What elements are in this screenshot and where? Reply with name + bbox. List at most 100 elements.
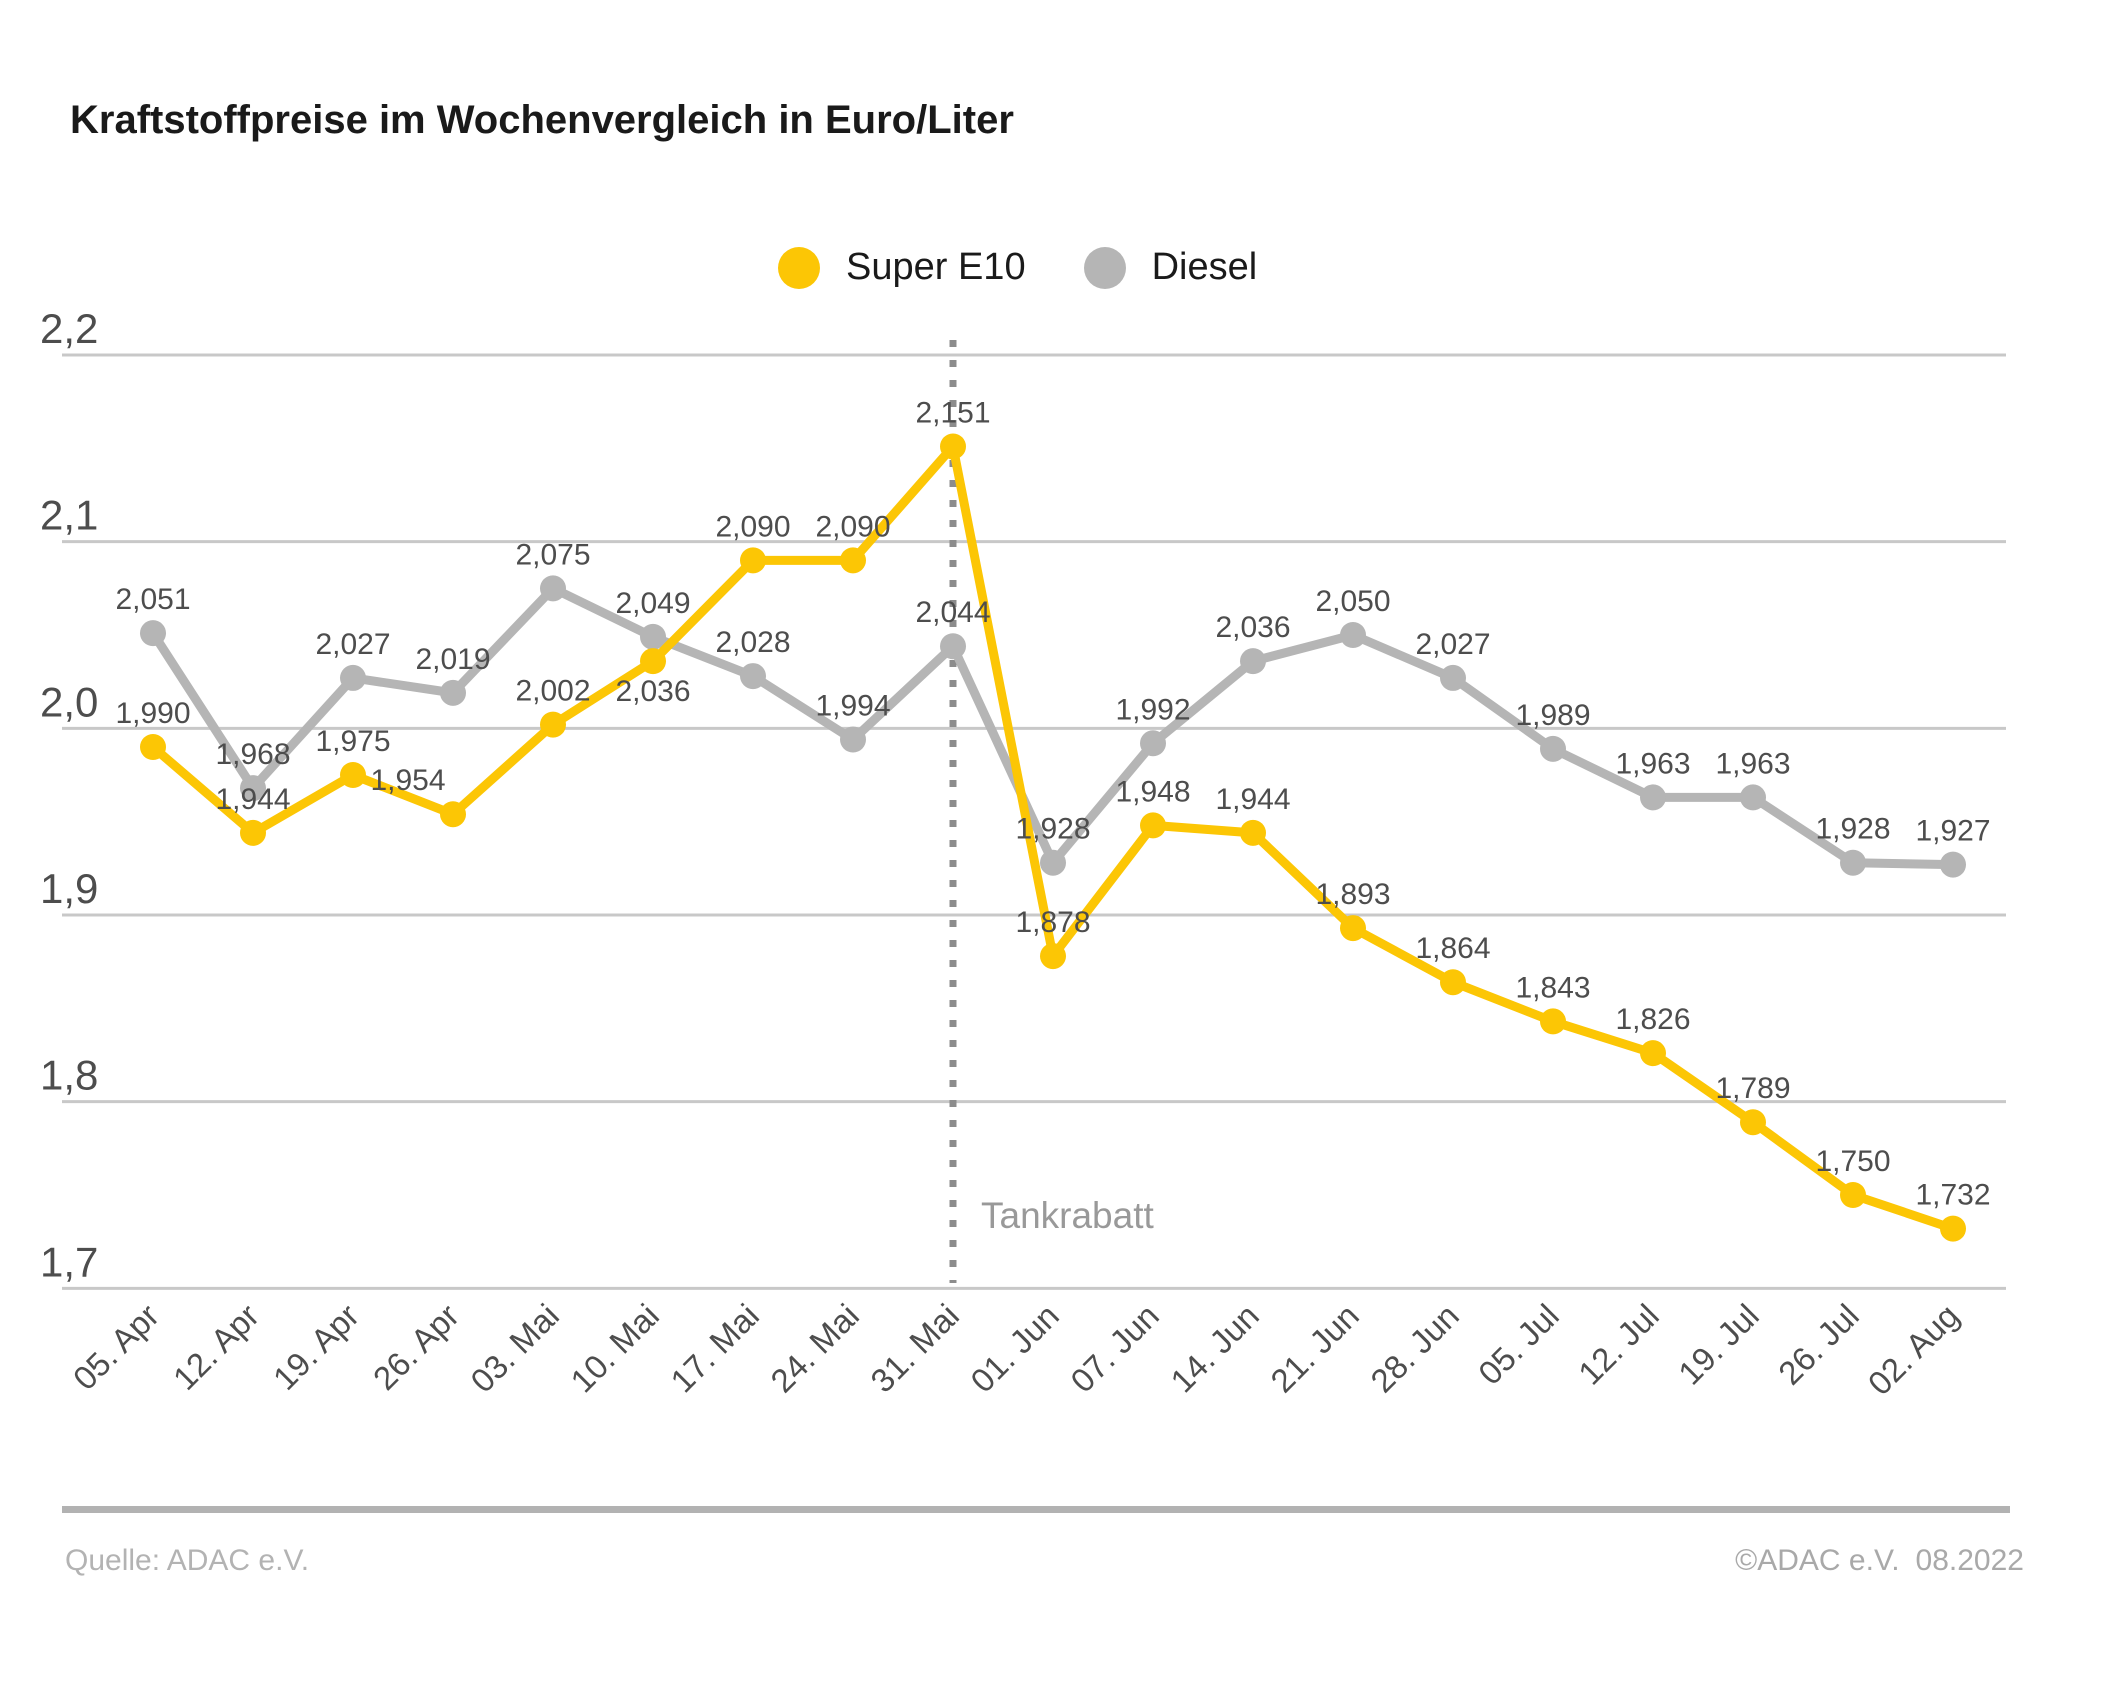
data-point-marker-diesel — [1540, 735, 1566, 762]
diesel-legend-dot — [1083, 246, 1126, 289]
data-point-label-super-e10: 1,750 — [1815, 1145, 1890, 1178]
source-note: Quelle: ADAC e.V. — [65, 1544, 310, 1577]
data-point-marker-diesel — [340, 664, 366, 691]
data-point-label-super-e10: 1,990 — [115, 697, 190, 730]
data-point-marker-diesel — [940, 633, 966, 660]
x-axis-tick-label: 19. Jul — [1671, 1297, 1766, 1392]
data-point-label-super-e10: 1,843 — [1515, 971, 1590, 1004]
x-axis-tick-label: 24. Mai — [763, 1297, 866, 1400]
data-point-label-super-e10: 1,732 — [1915, 1179, 1990, 1212]
data-point-marker-diesel — [440, 679, 466, 706]
x-axis-tick-label: 01. Jun — [963, 1297, 1066, 1400]
data-point-marker-super-e10 — [1440, 969, 1466, 996]
tankrabatt-label: Tankrabatt — [981, 1195, 1154, 1236]
data-point-marker-super-e10 — [1940, 1215, 1966, 1242]
y-axis-tick-label: 2,2 — [40, 305, 98, 352]
data-point-label-diesel: 1,963 — [1615, 747, 1690, 780]
data-point-marker-diesel — [840, 726, 866, 753]
data-point-label-diesel: 1,928 — [1015, 813, 1090, 846]
data-point-marker-super-e10 — [1240, 819, 1266, 846]
chart-title: Kraftstoffpreise im Wochenvergleich in E… — [70, 98, 1014, 142]
data-point-marker-super-e10 — [640, 648, 666, 675]
data-point-marker-diesel — [1040, 849, 1066, 876]
data-point-marker-super-e10 — [1340, 915, 1366, 942]
x-axis-tick-label: 19. Apr — [266, 1297, 366, 1397]
x-axis-tick-label: 31. Mai — [863, 1297, 966, 1400]
data-point-marker-super-e10 — [840, 547, 866, 574]
y-axis-tick-label: 2,0 — [40, 678, 98, 725]
x-axis-tick-label: 28. Jun — [1363, 1297, 1466, 1400]
data-point-label-super-e10: 1,826 — [1615, 1003, 1690, 1036]
data-point-label-diesel: 1,992 — [1115, 693, 1190, 726]
data-point-label-diesel: 2,044 — [915, 596, 990, 629]
footer-divider — [62, 1506, 2010, 1513]
data-point-label-diesel: 1,989 — [1515, 699, 1590, 732]
legend-item-super-e10: Super E10 — [778, 246, 1026, 289]
x-axis-tick-label: 26. Apr — [366, 1297, 466, 1397]
data-point-marker-super-e10 — [1640, 1040, 1666, 1067]
x-axis-tick-label: 12. Apr — [166, 1297, 266, 1397]
data-point-label-super-e10: 1,948 — [1115, 775, 1190, 808]
data-point-marker-super-e10 — [740, 547, 766, 574]
data-point-marker-diesel — [740, 663, 766, 690]
data-point-marker-diesel — [1740, 784, 1766, 811]
data-point-label-super-e10: 2,036 — [615, 675, 690, 708]
data-point-label-diesel: 1,968 — [215, 738, 290, 771]
data-point-marker-diesel — [1840, 849, 1866, 876]
data-point-marker-super-e10 — [340, 762, 366, 789]
data-point-marker-diesel — [140, 620, 166, 647]
data-point-label-diesel: 2,027 — [1415, 628, 1490, 661]
data-point-marker-super-e10 — [540, 711, 566, 738]
data-point-label-diesel: 2,051 — [115, 583, 190, 616]
x-axis-tick-label: 03. Mai — [463, 1297, 566, 1400]
data-point-marker-diesel — [1340, 622, 1366, 649]
y-axis-tick-label: 1,7 — [40, 1238, 98, 1285]
data-point-label-diesel: 2,019 — [415, 643, 490, 676]
data-point-marker-super-e10 — [1840, 1182, 1866, 1209]
x-axis-tick-label: 10. Mai — [563, 1297, 666, 1400]
data-point-marker-diesel — [540, 575, 566, 602]
data-point-marker-super-e10 — [1040, 943, 1066, 970]
data-point-label-diesel: 2,075 — [515, 538, 590, 571]
data-point-label-diesel: 1,927 — [1915, 815, 1990, 848]
data-point-marker-diesel — [1440, 664, 1466, 691]
x-axis-tick-label: 21. Jun — [1263, 1297, 1366, 1400]
data-point-label-diesel: 1,928 — [1815, 813, 1890, 846]
data-point-marker-super-e10 — [1140, 812, 1166, 839]
x-axis-tick-label: 17. Mai — [663, 1297, 766, 1400]
data-point-marker-diesel — [640, 623, 666, 650]
data-point-label-diesel: 2,027 — [315, 628, 390, 661]
data-point-marker-super-e10 — [440, 801, 466, 828]
data-point-label-super-e10: 1,944 — [1215, 783, 1290, 816]
data-point-label-diesel: 2,028 — [715, 626, 790, 659]
x-axis-tick-label: 14. Jun — [1163, 1297, 1266, 1400]
x-axis-tick-label: 02. Aug — [1861, 1297, 1966, 1402]
publication-date: 08.2022 — [1915, 1544, 2024, 1577]
data-point-label-diesel: 2,036 — [1215, 611, 1290, 644]
y-axis-tick-label: 1,9 — [40, 865, 98, 912]
data-point-marker-super-e10 — [240, 819, 266, 846]
x-axis-tick-label: 26. Jul — [1771, 1297, 1866, 1392]
data-point-label-super-e10: 1,878 — [1015, 906, 1090, 939]
data-point-label-diesel: 2,050 — [1315, 585, 1390, 618]
data-point-marker-diesel — [1640, 784, 1666, 811]
data-point-label-super-e10: 1,864 — [1415, 932, 1490, 965]
data-point-label-diesel: 1,994 — [815, 690, 890, 723]
data-point-label-super-e10: 2,090 — [715, 510, 790, 543]
data-point-marker-diesel — [1140, 730, 1166, 757]
copyright-text: ©ADAC e.V. — [1735, 1544, 1900, 1577]
data-point-marker-super-e10 — [1540, 1008, 1566, 1035]
x-axis-tick-label: 05. Jul — [1471, 1297, 1566, 1392]
data-point-marker-super-e10 — [940, 433, 966, 460]
data-point-marker-super-e10 — [1740, 1109, 1766, 1136]
legend-label-super-e10: Super E10 — [846, 246, 1026, 288]
data-point-label-super-e10: 1,944 — [215, 783, 290, 816]
data-point-label-super-e10: 2,151 — [915, 396, 990, 429]
y-axis-tick-label: 2,1 — [40, 492, 98, 539]
data-point-label-super-e10: 1,893 — [1315, 878, 1390, 911]
data-point-marker-diesel — [240, 775, 266, 802]
data-point-label-super-e10: 2,002 — [515, 675, 590, 708]
x-axis-tick-label: 05. Apr — [66, 1297, 166, 1397]
legend-item-diesel: Diesel — [1083, 246, 1257, 289]
